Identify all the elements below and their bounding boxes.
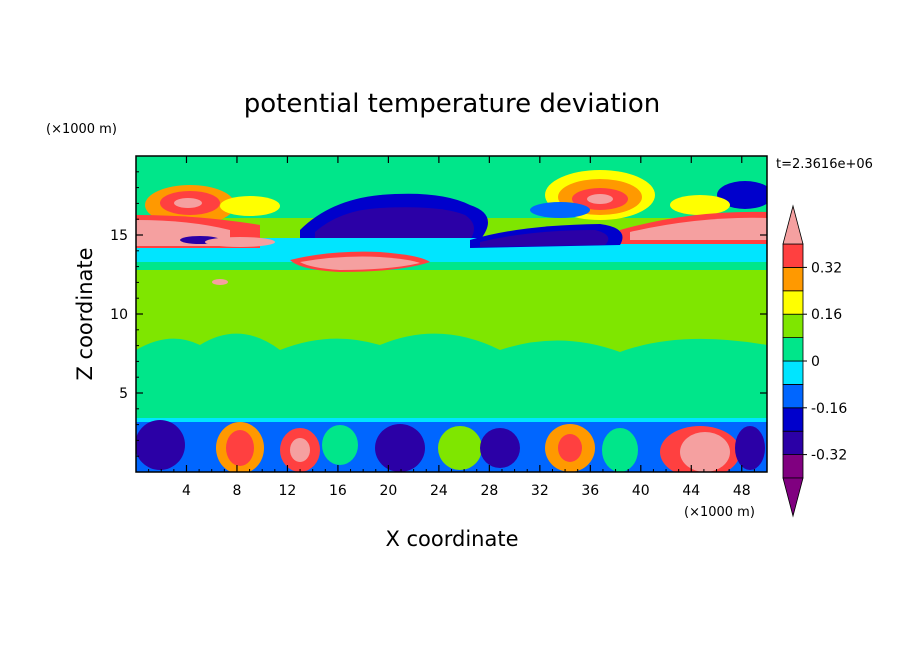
x-tick-label: 4: [182, 483, 191, 499]
colorbar-bin: [782, 360, 804, 385]
colorbar-bin: [782, 337, 804, 362]
x-tick-label: 48: [733, 483, 751, 499]
colorbar-max-arrow: [782, 204, 804, 245]
x-tick-label: 12: [279, 483, 297, 499]
heatmap-field: [136, 156, 767, 472]
colorbar-bin: [782, 290, 804, 315]
y-axis-title: Z coordinate: [73, 247, 97, 380]
x-tick-label: 24: [430, 483, 448, 499]
colorbar-bin: [782, 454, 804, 479]
colorbar-min-arrow: [782, 477, 804, 518]
x-tick-label: 20: [379, 483, 397, 499]
x-tick-label: 8: [232, 483, 241, 499]
x-tick-label: 28: [480, 483, 498, 499]
y-tick-label: 10: [110, 307, 128, 323]
colorbar-label: -0.16: [811, 401, 847, 417]
x-axis-units: (×1000 m): [684, 505, 755, 520]
chart-title: potential temperature deviation: [244, 89, 660, 119]
x-tick-label: 16: [329, 483, 347, 499]
colorbar-bin: [782, 407, 804, 432]
colorbar-bin: [782, 313, 804, 339]
colorbar: 0.32 0.16 0 -0.16 -0.32: [782, 204, 847, 518]
colorbar-bin: [782, 430, 804, 456]
x-tick-label: 44: [682, 483, 700, 499]
y-axis-units: (×1000 m): [46, 122, 117, 137]
y-tick-label: 5: [119, 386, 128, 402]
y-axis: 5 10 15: [110, 171, 767, 457]
colorbar-label: -0.32: [811, 448, 847, 464]
y-tick-label: 15: [110, 228, 128, 244]
x-axis: 4 8 12 16 20 24 28 32 36 40 44 48: [148, 156, 755, 499]
x-tick-label: 40: [632, 483, 650, 499]
colorbar-label: 0.32: [811, 260, 842, 276]
x-tick-label: 32: [531, 483, 549, 499]
x-axis-title: X coordinate: [385, 527, 518, 551]
colorbar-bin: [782, 266, 804, 292]
time-label: t=2.3616e+06: [776, 157, 873, 172]
colorbar-bin: [782, 243, 804, 268]
x-tick-label: 36: [581, 483, 599, 499]
colorbar-label: 0.16: [811, 307, 842, 323]
colorbar-bin: [782, 383, 804, 409]
colorbar-label: 0: [811, 354, 820, 370]
